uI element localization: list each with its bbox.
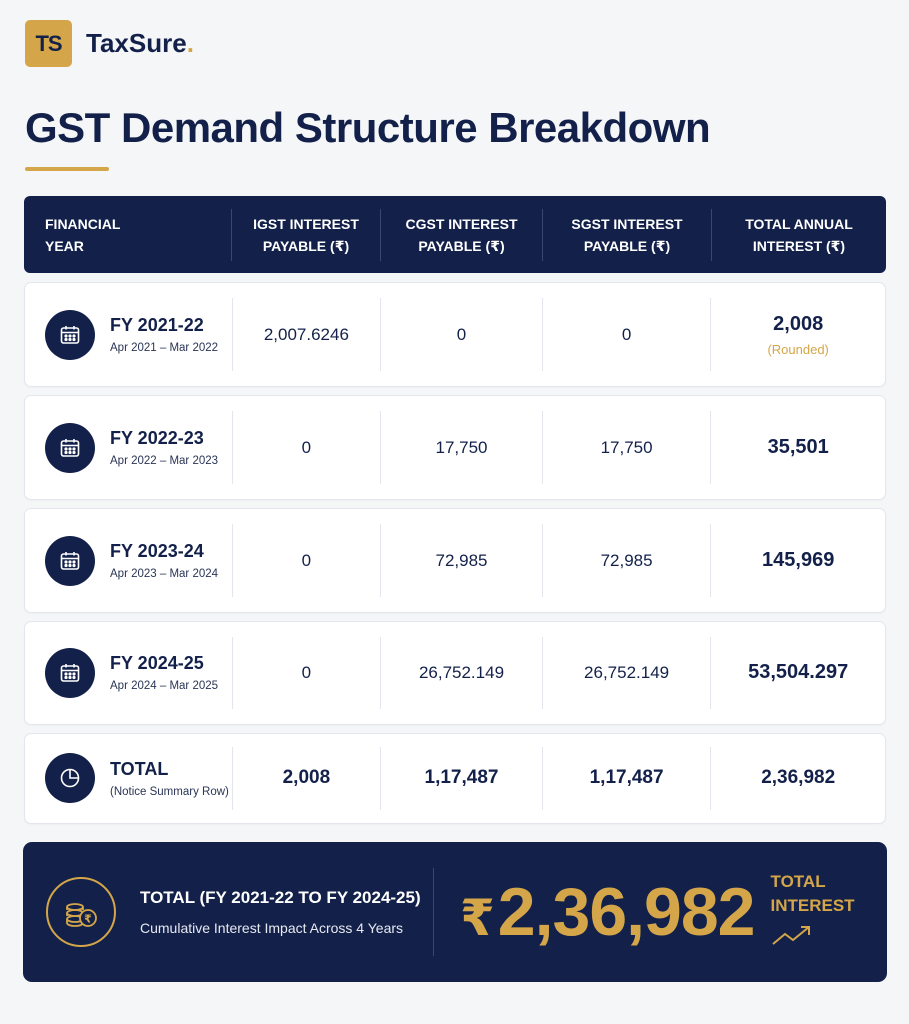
- year-label: FY 2023-24: [110, 541, 204, 561]
- year-label: FY 2022-23: [110, 428, 204, 448]
- banner-subtitle: Cumulative Interest Impact Across 4 Year…: [140, 920, 404, 936]
- calendar-icon: [45, 309, 95, 360]
- brand-logo: TS TaxSure.: [25, 20, 194, 67]
- title-underline: [25, 167, 109, 171]
- year-cell: FY 2024-25 Apr 2024 – Mar 2025: [25, 637, 232, 708]
- table-row: FY 2023-24 Apr 2023 – Mar 2024 0 72,985 …: [24, 508, 886, 613]
- header-igst: IGST INTEREST PAYABLE (₹): [231, 208, 380, 261]
- brand-mark: TS: [25, 20, 72, 67]
- igst-value: 0: [231, 411, 381, 484]
- total-interest-banner: ₹ TOTAL (FY 2021-22 TO FY 2024-25) Cumul…: [23, 842, 887, 982]
- total-value: 145,969: [762, 549, 835, 571]
- total-cell: 35,501: [710, 411, 885, 484]
- sgst-value: 26,752.149: [541, 637, 711, 709]
- igst-total: 2,008: [231, 747, 381, 810]
- total-interest-tag: TOTAL INTEREST: [771, 870, 855, 955]
- sgst-value: 72,985: [541, 524, 711, 597]
- year-range: Apr 2022 – Mar 2023: [110, 455, 219, 467]
- sgst-total: 1,17,487: [541, 747, 711, 810]
- banner-divider: [433, 868, 434, 956]
- summary-row: TOTAL (Notice Summary Row) 2,008 1,17,48…: [24, 733, 886, 824]
- svg-text:₹: ₹: [84, 913, 92, 926]
- currency-symbol: ₹: [460, 890, 495, 946]
- table-row: FY 2022-23 Apr 2022 – Mar 2023 0 17,750 …: [24, 395, 886, 500]
- total-value: 35,501: [767, 436, 829, 458]
- sgst-value: 0: [541, 298, 711, 371]
- igst-value: 0: [231, 524, 381, 597]
- calendar-icon: [45, 422, 95, 473]
- pie-chart-icon: [45, 753, 95, 804]
- grand-total: 2,36,982: [710, 747, 885, 810]
- summary-label-cell: TOTAL (Notice Summary Row): [25, 747, 232, 809]
- cgst-total: 1,17,487: [380, 747, 542, 810]
- cgst-value: 72,985: [380, 524, 542, 597]
- calendar-icon: [45, 647, 95, 698]
- table-row: FY 2024-25 Apr 2024 – Mar 2025 0 26,752.…: [24, 621, 886, 725]
- total-cell: 53,504.297: [710, 637, 885, 709]
- table-header: FINANCIAL YEAR IGST INTEREST PAYABLE (₹) C…: [24, 196, 886, 273]
- summary-label: TOTAL: [110, 758, 169, 779]
- amount-value: 2,36,982: [497, 874, 756, 950]
- trend-up-icon: [771, 922, 855, 955]
- total-value: 2,008: [773, 312, 824, 335]
- cgst-value: 0: [380, 298, 542, 371]
- summary-sub: (Notice Summary Row): [110, 785, 229, 798]
- coins-rupee-icon: ₹: [46, 877, 116, 947]
- total-cell: 2,008 (Rounded): [710, 298, 885, 371]
- year-range: Apr 2023 – Mar 2024: [110, 568, 219, 580]
- cgst-value: 26,752.149: [380, 637, 542, 709]
- cgst-value: 17,750: [380, 411, 542, 484]
- header-total-annual: TOTAL ANNUAL INTEREST (₹): [711, 208, 886, 261]
- igst-value: 0: [231, 637, 381, 709]
- header-financial-year: FINANCIAL YEAR: [45, 215, 121, 254]
- year-range: Apr 2021 – Mar 2022: [110, 342, 219, 354]
- brand-name: TaxSure.: [86, 28, 194, 58]
- header-sgst: SGST INTEREST PAYABLE (₹): [542, 208, 711, 261]
- total-value: 53,504.297: [748, 661, 849, 684]
- total-amount: ₹ 2,36,982: [460, 873, 755, 951]
- year-label: FY 2021-22: [110, 315, 204, 335]
- sgst-value: 17,750: [541, 411, 711, 484]
- table-row: FY 2021-22 Apr 2021 – Mar 2022 2,007.624…: [24, 282, 886, 387]
- year-label: FY 2024-25: [110, 653, 204, 674]
- header-cgst: CGST INTEREST PAYABLE (₹): [380, 208, 542, 261]
- calendar-icon: [45, 535, 95, 586]
- year-cell: FY 2021-22 Apr 2021 – Mar 2022: [25, 298, 232, 370]
- total-cell: 145,969: [710, 524, 885, 597]
- banner-title: TOTAL (FY 2021-22 TO FY 2024-25): [140, 888, 421, 907]
- page-title: GST Demand Structure Breakdown: [25, 104, 711, 151]
- igst-value: 2,007.6246: [231, 298, 381, 371]
- rounded-note: (Rounded): [767, 341, 829, 357]
- year-cell: FY 2022-23 Apr 2022 – Mar 2023: [25, 411, 232, 483]
- year-cell: FY 2023-24 Apr 2023 – Mar 2024: [25, 524, 232, 596]
- year-range: Apr 2024 – Mar 2025: [110, 680, 219, 693]
